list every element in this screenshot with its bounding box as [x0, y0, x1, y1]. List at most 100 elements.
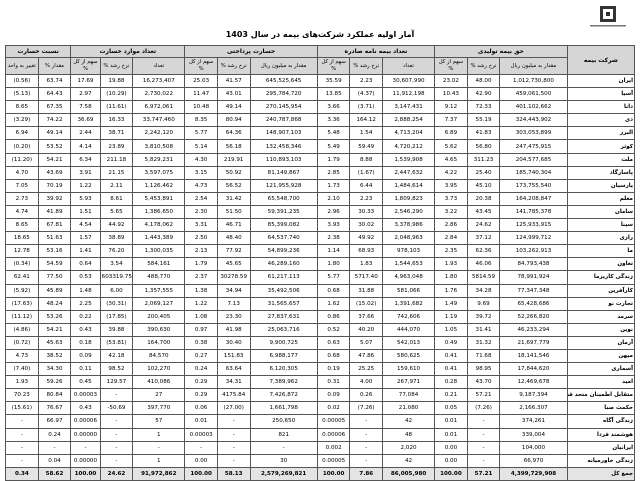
cell: 3.31	[184, 218, 218, 233]
cell: 250,650	[249, 414, 318, 429]
cell: 1.83	[349, 257, 383, 272]
total-cell: 86,005,980	[381, 466, 436, 481]
cell: 24.62	[466, 218, 501, 233]
company-name: سینا	[566, 218, 636, 233]
cell: 3.36	[316, 113, 351, 128]
cell: 56.80	[466, 139, 501, 154]
header-row: شرکت بیمه حق بیمه تولیدی تعداد بیمه نامه ص…	[4, 45, 636, 75]
cell: 52,266,820	[499, 309, 568, 324]
cell: 59,391,235	[249, 204, 318, 220]
cell: 2.13	[184, 244, 218, 259]
cell: 31.88	[349, 283, 383, 298]
cell: 303,053,899	[499, 126, 568, 141]
cell: 459,061,500	[499, 87, 568, 102]
cell: 2.86	[434, 218, 468, 233]
cell: -	[249, 440, 318, 455]
cell: 45.65	[216, 257, 251, 272]
cell: 580,625	[381, 348, 436, 364]
cell: 1,661,798	[249, 401, 318, 416]
cell: 0.24	[37, 427, 72, 442]
cell: 0.01	[434, 427, 468, 442]
cell: 23.30	[216, 309, 251, 324]
cell: 0.00006	[70, 414, 101, 429]
cell: 2,546,290	[381, 204, 436, 220]
cell: 2.54	[184, 191, 218, 206]
company-name: آرمان	[566, 335, 636, 350]
cell: 65,548,700	[249, 191, 318, 206]
cell: 49.92	[349, 231, 383, 246]
column-header: نرخ رشد %	[216, 57, 251, 75]
column-header: مقدار به میلیون ریال	[249, 57, 318, 75]
cell: 5.65	[99, 204, 134, 220]
company-name: کوثر	[566, 139, 636, 154]
cell: 5,453,891	[132, 191, 186, 206]
cell: 57.21	[466, 388, 501, 403]
cell: 0.38	[184, 335, 218, 350]
cell: 125,933,915	[499, 218, 568, 233]
cell: 129.57	[99, 375, 134, 390]
cell: 10.43	[434, 87, 468, 102]
company-name: زندگی آگاه	[566, 414, 636, 429]
cell: 55.19	[466, 113, 501, 128]
cell: 70.19	[37, 178, 72, 193]
cell: 324,443,902	[499, 113, 568, 128]
cell: 84,793,438	[499, 257, 568, 272]
cell: 23.89	[99, 139, 134, 154]
cell: 0.86	[316, 309, 351, 324]
cell: 78,991,924	[499, 270, 568, 285]
cell: 1.54	[349, 126, 383, 141]
cell: 23.02	[434, 73, 468, 89]
cell: 1.51	[70, 204, 101, 220]
cell: 311.23	[466, 152, 501, 167]
cell: 1.93	[434, 257, 468, 272]
cell: 1.80	[434, 270, 468, 285]
cell: 0.00003	[184, 427, 218, 442]
cell: 164,700	[132, 335, 186, 350]
table-row: تجارت نو 65,428,686 9.69 1.49 1,391,682 (15.0…	[5, 296, 636, 311]
cell: 67.35	[37, 100, 72, 115]
cell: 0.18	[70, 335, 101, 350]
cell: 2,166,307	[499, 401, 568, 416]
cell: 2,069,127	[132, 296, 186, 311]
cell: 7.13	[216, 296, 251, 311]
cell: 38.71	[99, 126, 134, 141]
cell: 645,525,645	[249, 73, 318, 89]
cell: 5717.40	[349, 270, 383, 285]
cell: 17.69	[70, 73, 101, 89]
cell: 0.00000	[70, 427, 101, 442]
cell: 84,570	[132, 348, 186, 364]
cell: 0.00005	[316, 414, 351, 429]
cell: 4.14	[70, 139, 101, 154]
total-cell: 100.00	[184, 466, 218, 481]
cell: 0.28	[434, 375, 468, 390]
table-row: آسماری 17,844,620 98.95 0.41 159,610 25.25 0.1…	[5, 362, 636, 377]
table-row: البرز 303,053,899 41.83 6.89 4,713,204 1.54 5.…	[5, 126, 636, 141]
total-cell: 100.00	[70, 466, 101, 481]
cell: 339,004	[499, 427, 568, 442]
cell: 2.35	[434, 244, 468, 259]
cell: 6.89	[434, 126, 468, 141]
table-row: سامان 141,785,378 43.45 3.22 2,546,290 30.33 2…	[5, 204, 636, 220]
cell: 4.22	[434, 165, 468, 180]
cell: 0.09	[70, 348, 101, 364]
cell: 70.23	[5, 388, 39, 403]
cell: 4.74	[5, 204, 39, 220]
cell: 5.77	[184, 126, 218, 141]
cell: (11.20)	[5, 152, 39, 167]
cell: -	[466, 453, 501, 468]
total-cell: 58.62	[37, 466, 72, 481]
cell: -	[99, 388, 134, 403]
cell: 7,389,962	[249, 375, 318, 390]
cell: 30.33	[349, 204, 383, 220]
cell: 1.62	[316, 296, 351, 311]
cell: 295,784,720	[249, 87, 318, 102]
cell: 0.00	[434, 453, 468, 468]
table-row: ملت 204,577,685 311.23 4.65 1,539,908 8.88 1.7…	[5, 152, 636, 167]
cell: 1.14	[316, 244, 351, 259]
company-name: میهن	[566, 348, 636, 364]
total-label: جمع کل	[566, 466, 636, 481]
cell: -	[349, 427, 383, 442]
cell: -	[37, 440, 72, 455]
table-row: ایران 1,012,730,800 48.00 23.02 30,607,990 2.…	[5, 73, 636, 89]
cell: 68.93	[349, 244, 383, 259]
